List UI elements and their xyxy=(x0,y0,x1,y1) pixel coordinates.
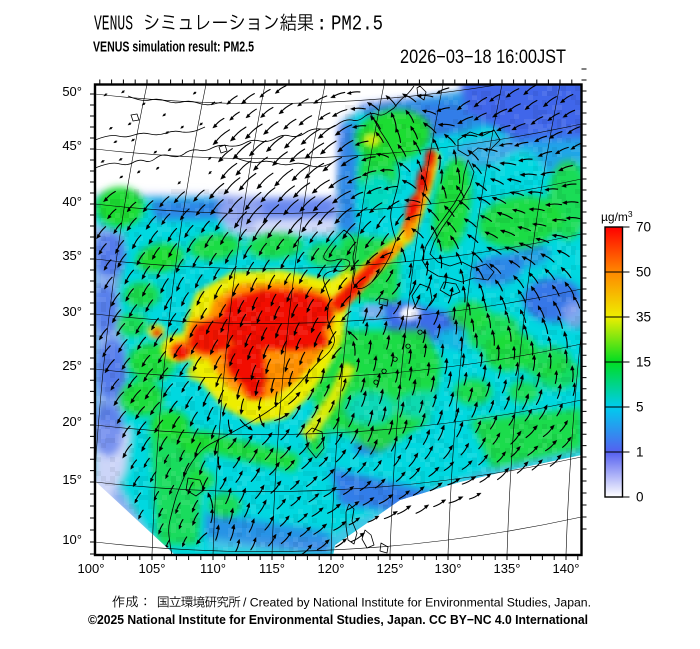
svg-text:15°: 15° xyxy=(62,472,82,487)
svg-text:30°: 30° xyxy=(62,304,82,319)
svg-text:5: 5 xyxy=(636,400,644,415)
svg-text:2026−03−18 16:00JST: 2026−03−18 16:00JST xyxy=(400,47,566,68)
svg-text:©2025 National Institute for E: ©2025 National Institute for Environment… xyxy=(88,612,588,627)
svg-text:130°: 130° xyxy=(435,561,462,576)
svg-text:1: 1 xyxy=(636,445,644,460)
svg-text:35°: 35° xyxy=(62,248,82,263)
svg-text:25°: 25° xyxy=(62,358,82,373)
svg-text:105°: 105° xyxy=(139,561,166,576)
svg-text:100°: 100° xyxy=(78,561,105,576)
svg-text:VENUS: VENUS xyxy=(94,14,133,37)
svg-text:35: 35 xyxy=(636,310,651,325)
svg-text:125°: 125° xyxy=(377,561,404,576)
svg-text:µg/m3: µg/m3 xyxy=(601,209,633,224)
svg-text:120°: 120° xyxy=(318,561,345,576)
svg-text:115°: 115° xyxy=(259,561,285,576)
svg-text:10°: 10° xyxy=(62,532,82,547)
svg-text::: : xyxy=(316,14,327,36)
svg-text:135°: 135° xyxy=(494,561,521,576)
svg-text:VENUS simulation result: PM2.5: VENUS simulation result: PM2.5 xyxy=(93,39,254,56)
svg-text:140°: 140° xyxy=(553,561,580,576)
svg-text:0: 0 xyxy=(636,490,644,505)
svg-text:70: 70 xyxy=(636,220,651,235)
svg-text:110°: 110° xyxy=(200,561,226,576)
svg-text:20°: 20° xyxy=(62,414,82,429)
svg-text:45°: 45° xyxy=(62,138,82,153)
svg-text:50: 50 xyxy=(636,265,651,280)
svg-text:40°: 40° xyxy=(62,194,82,209)
svg-text:15: 15 xyxy=(636,355,651,370)
svg-text:/ Created by National Institut: / Created by National Institute for Envi… xyxy=(243,596,591,610)
svg-text:PM2.5: PM2.5 xyxy=(331,14,383,37)
svg-text:50°: 50° xyxy=(62,84,82,99)
